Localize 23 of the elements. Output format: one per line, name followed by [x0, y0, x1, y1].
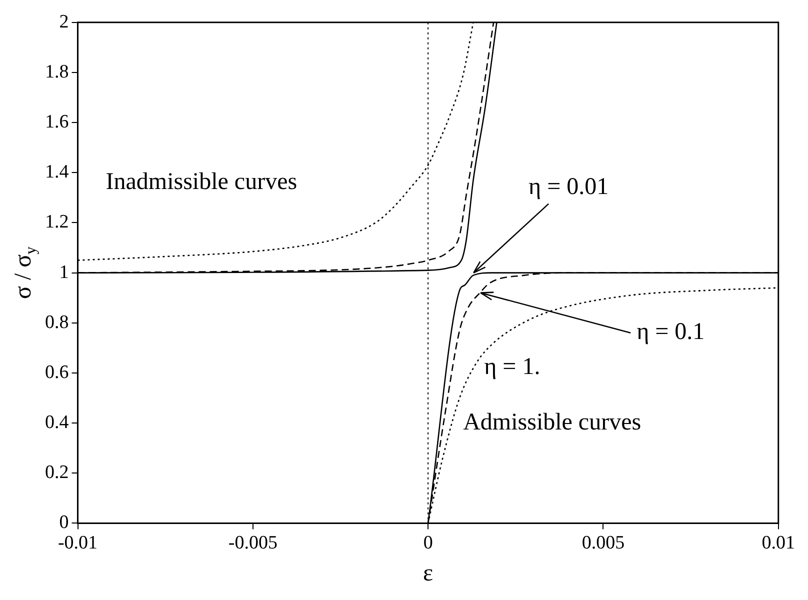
- x-tick-label: 0.01: [762, 532, 795, 554]
- y-tick-label: 1.8: [45, 61, 69, 82]
- x-axis-title: ε: [423, 560, 434, 586]
- y-tick-label: 0.2: [45, 462, 69, 484]
- y-tick-label: 1.2: [45, 212, 69, 233]
- y-tick-label: 2: [59, 11, 69, 32]
- x-tick-label: -0.01: [58, 532, 98, 554]
- y-tick-label: 1.6: [45, 112, 69, 133]
- annotation: η = 0.1: [636, 319, 705, 346]
- y-tick-label: 0.4: [45, 412, 70, 434]
- annotation: η = 1.: [484, 354, 540, 380]
- x-tick-label: 0: [423, 532, 433, 554]
- x-tick-label: -0.005: [228, 532, 278, 554]
- annotation: Admissible curves: [463, 409, 642, 436]
- y-tick-label: 1: [59, 262, 69, 283]
- annotation: η = 0.01: [528, 174, 609, 200]
- y-axis-title: σ / σy: [10, 246, 40, 299]
- y-tick-label: 1.4: [45, 162, 70, 183]
- y-tick-label: 0: [59, 512, 69, 534]
- y-tick-label: 0.8: [45, 312, 69, 333]
- annotation: Inadmissible curves: [106, 168, 298, 195]
- y-tick-label: 0.6: [45, 362, 69, 383]
- x-tick-label: 0.005: [582, 532, 625, 554]
